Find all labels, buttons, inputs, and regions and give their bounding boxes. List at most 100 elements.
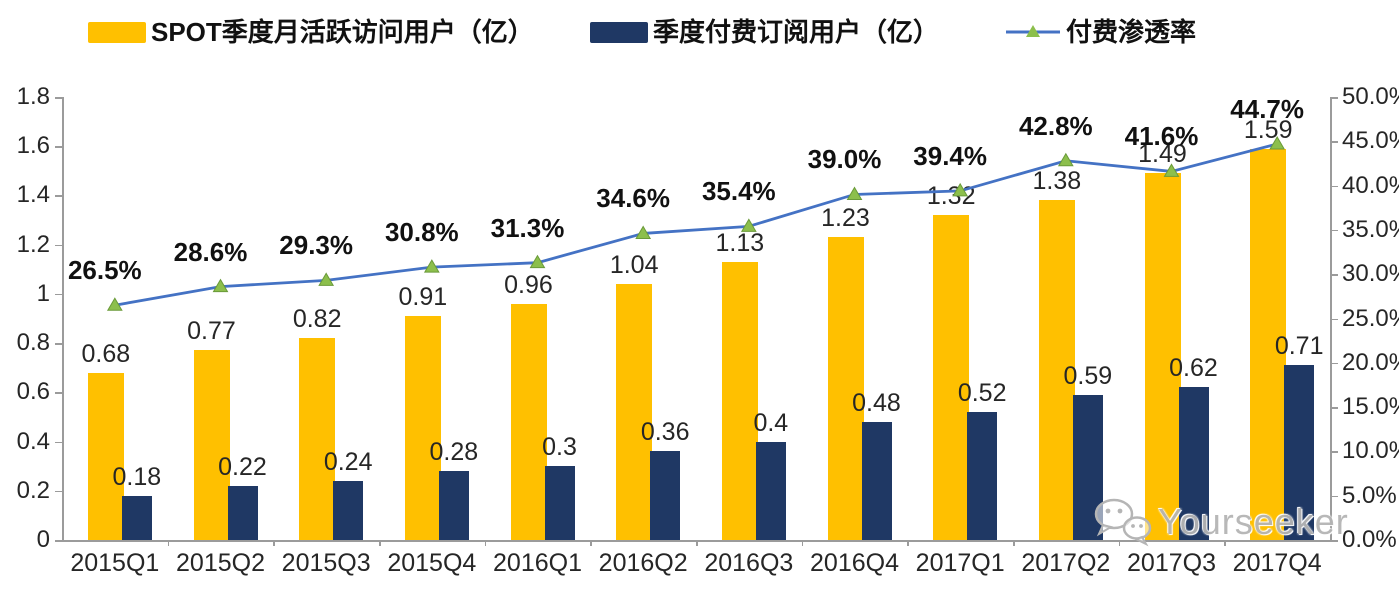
x-axis-tick (379, 540, 381, 546)
y-axis-right-tick (1331, 407, 1338, 409)
x-axis-tick (167, 540, 170, 546)
penetration-marker (846, 186, 863, 200)
y-axis-right-label: 45.0% (1342, 127, 1399, 155)
legend-label-mau: SPOT季度月活跃访问用户（亿） (151, 17, 534, 47)
subscriber-bar-label: 0.22 (218, 452, 267, 481)
mau-bar-label: 0.96 (504, 270, 553, 299)
penetration-label: 34.6% (596, 183, 671, 214)
y-axis-left-label: 1.4 (16, 181, 50, 209)
subscriber-bar-label: 0.48 (852, 388, 901, 417)
penetration-marker (635, 225, 652, 239)
subscriber-bar (1178, 387, 1209, 540)
y-axis-left-label: 1.6 (16, 132, 50, 160)
y-axis-left-tick (55, 490, 62, 493)
x-axis-tick (273, 540, 275, 546)
y-axis-right-tick (1331, 97, 1338, 99)
x-axis-label: 2015Q1 (70, 549, 160, 577)
x-axis-tick (1224, 540, 1226, 546)
penetration-label: 30.8% (384, 217, 459, 248)
y-axis-right-tick (1331, 540, 1338, 542)
x-axis-tick (590, 540, 592, 546)
y-axis-left-label: 1.8 (16, 83, 50, 110)
y-axis-right-label: 30.0% (1342, 260, 1399, 288)
subscribers-legend-swatch (590, 21, 648, 43)
mau-bar (193, 350, 230, 540)
subscriber-bar-label: 0.24 (323, 447, 373, 476)
penetration-marker (1057, 152, 1074, 167)
penetration-marker (212, 278, 229, 293)
x-axis-label: 2017Q2 (1021, 549, 1111, 577)
x-axis-label: 2016Q2 (598, 549, 688, 577)
x-axis-tick (1013, 540, 1015, 546)
y-axis-right-tick (1331, 229, 1338, 232)
y-axis-right-label: 50.0% (1342, 83, 1399, 110)
subscriber-bar (967, 412, 998, 540)
y-axis-right-label: 10.0% (1342, 437, 1399, 465)
y-axis-right-tick (1331, 141, 1338, 143)
y-axis-right-tick (1331, 495, 1338, 498)
y-axis-right-label: 25.0% (1342, 304, 1399, 332)
y-axis-left-line (62, 97, 64, 540)
mau-legend-swatch (88, 21, 146, 43)
subscriber-bar (121, 495, 152, 540)
y-axis-left-label: 0 (36, 526, 50, 553)
subscriber-bar-label: 0.18 (112, 462, 162, 491)
y-axis-left-tick (55, 146, 62, 148)
mau-bar (299, 338, 336, 540)
y-axis-right-tick (1331, 362, 1338, 365)
subscriber-bar-label: 0.4 (753, 408, 789, 437)
mau-bar (721, 261, 758, 540)
subscriber-bar-label: 0.3 (542, 433, 577, 462)
subscriber-bar (755, 441, 786, 540)
mau-bar (87, 372, 124, 540)
penetration-marker (423, 259, 440, 273)
y-axis-right-label: 0.0% (1342, 526, 1397, 553)
y-axis-left-tick (55, 540, 62, 542)
mau-bar (616, 284, 653, 540)
penetration-label: 39.0% (807, 144, 882, 175)
legend-item-penetration: 付费渗透率 (1005, 18, 1196, 46)
subscriber-bar-label: 0.36 (640, 418, 690, 447)
y-axis-right-tick (1331, 274, 1338, 276)
y-axis-left-tick (55, 441, 62, 444)
y-axis-right-tick (1331, 451, 1338, 453)
x-axis-tick (1118, 540, 1121, 546)
penetration-label: 26.5% (67, 255, 142, 286)
chart-legend: SPOT季度月活跃访问用户（亿） 季度付费订阅用户（亿） 付费渗透率 (0, 0, 1399, 60)
x-axis-tick (484, 540, 487, 546)
x-axis-label: 2017Q1 (915, 549, 1005, 577)
x-axis-tick (696, 540, 698, 546)
subscriber-bar (438, 471, 469, 540)
y-axis-left-label: 0.2 (16, 476, 50, 504)
y-axis-right-label: 20.0% (1342, 348, 1399, 376)
subscriber-bar (861, 421, 892, 540)
y-axis-left-tick (55, 195, 62, 197)
y-axis-right-label: 40.0% (1342, 171, 1399, 199)
penetration-label: 39.4% (913, 140, 988, 171)
x-axis-label: 2016Q3 (704, 549, 794, 577)
subscriber-bar (544, 466, 575, 540)
x-axis-label: 2016Q4 (810, 549, 899, 577)
y-axis-left-tick (55, 392, 62, 394)
subscriber-bar (650, 451, 681, 540)
penetration-marker (106, 297, 123, 311)
subscriber-bar (227, 485, 258, 540)
mau-bar-label: 0.82 (292, 305, 342, 334)
mau-bar-label: 1.23 (821, 204, 870, 233)
subscriber-bar-label: 0.59 (1063, 361, 1113, 390)
legend-label-penetration: 付费渗透率 (1066, 17, 1197, 47)
y-axis-left-tick (55, 97, 62, 99)
penetration-marker (529, 254, 546, 269)
mau-bar (404, 316, 441, 540)
subscriber-bar-label: 0.52 (957, 379, 1007, 408)
x-axis-label: 2015Q4 (387, 549, 477, 577)
y-axis-right-tick (1331, 185, 1338, 188)
subscriber-bar (1072, 394, 1103, 540)
x-axis-tick (801, 540, 804, 546)
y-axis-left-tick (55, 343, 62, 345)
y-axis-left-tick (55, 244, 62, 247)
x-axis-tick (907, 540, 909, 546)
penetration-label: 42.8% (1018, 110, 1093, 141)
subscriber-bar (1284, 365, 1315, 540)
